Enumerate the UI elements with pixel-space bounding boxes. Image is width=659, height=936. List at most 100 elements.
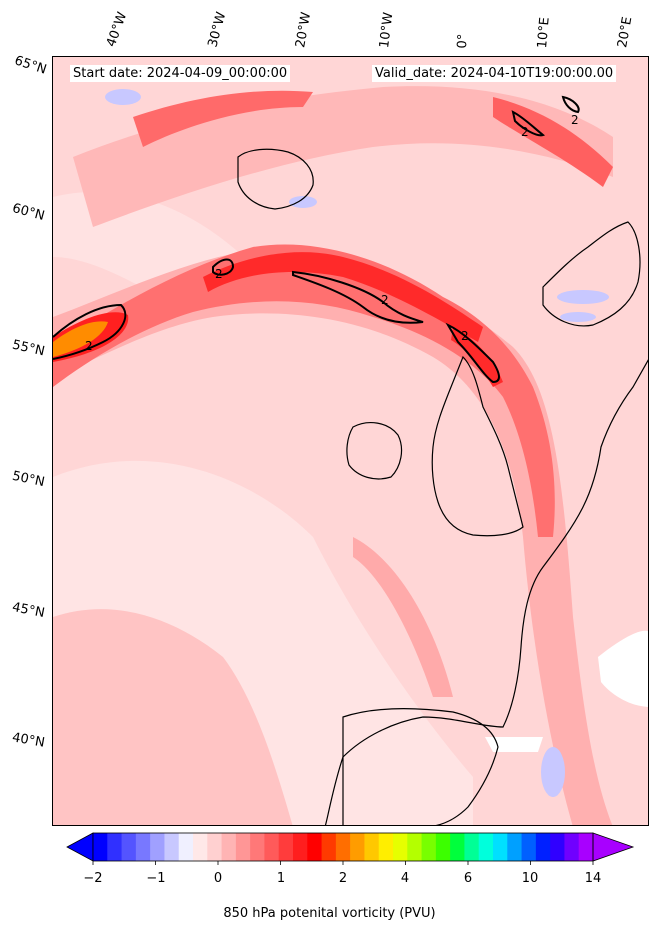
colorbar-extend-high: [592, 832, 635, 862]
colorbar-swatch: [193, 833, 208, 861]
colorbar-swatch: [578, 833, 594, 861]
colorbar-label: 850 hPa potenital vorticity (PVU): [223, 906, 436, 921]
field-peak-band: [203, 252, 483, 342]
pv-2-contours: [53, 95, 580, 384]
field-missing-region: [598, 630, 648, 707]
coastline-scandinavia: [542, 221, 641, 327]
field-negative-patch: [560, 312, 596, 322]
contour-label: 2: [461, 329, 469, 343]
colorbar-tick-label: 1: [276, 871, 286, 886]
pv-contour: [511, 110, 546, 137]
latitude-label: 40°N: [10, 730, 46, 751]
colorbar-swatch: [264, 833, 280, 861]
colorbar-tick-label: 14: [584, 871, 602, 886]
field-strong-band: [53, 244, 555, 537]
start-date-label: Start date: 2024-04-09_00:00:00: [70, 65, 291, 82]
coastline-iceland: [237, 148, 314, 210]
latitude-label: 65°N: [12, 53, 49, 78]
colorbar-swatch: [121, 833, 137, 861]
vorticity-field: [53, 57, 648, 825]
coastline-ireland: [346, 421, 403, 480]
field-negative-patch: [105, 89, 141, 105]
field-negative-patch: [541, 747, 565, 797]
colorbar-tick-label: 0: [213, 871, 223, 886]
coastline-britain: [431, 355, 524, 537]
contour-label: 2: [571, 113, 579, 127]
field-peak-band: [451, 327, 503, 387]
field-extreme-core: [53, 321, 108, 357]
pv-contour: [212, 258, 235, 276]
colorbar-swatch: [421, 833, 437, 861]
coastline-europe: [324, 359, 648, 825]
coastlines: [237, 148, 648, 825]
longitude-label: 40°W: [103, 10, 131, 49]
colorbar-swatch: [464, 833, 480, 861]
colorbar-tick-label: 2: [338, 871, 348, 886]
field-missing-region: [485, 737, 543, 752]
field-medium-band: [53, 247, 613, 825]
longitude-label: 30°W: [205, 10, 230, 49]
colorbar-swatch: [164, 833, 180, 861]
colorbar-swatch: [321, 833, 337, 861]
colorbar-swatch: [550, 833, 565, 861]
pv-contour: [445, 322, 500, 384]
colorbar-swatch: [93, 833, 108, 861]
latitude-label: 50°N: [10, 468, 46, 491]
colorbar-swatch: [378, 833, 394, 861]
contour-label: 2: [381, 293, 389, 307]
colorbar-swatch: [507, 833, 523, 861]
colorbar-swatch: [393, 833, 408, 861]
colorbar-swatch: [435, 833, 451, 861]
colorbar-swatch: [150, 833, 165, 861]
coastline-iberia: [342, 708, 499, 825]
pv-contour: [53, 303, 127, 360]
contour-label: 2: [521, 125, 529, 139]
field-medium-band: [353, 537, 453, 697]
field-medium-band: [53, 609, 293, 825]
colorbar-swatch: [293, 833, 308, 861]
colorbar-swatch: [350, 833, 365, 861]
colorbar-swatch: [407, 833, 423, 861]
longitude-label: 20°W: [293, 11, 315, 50]
contour-label: 2: [85, 339, 93, 353]
colorbar-swatch: [493, 833, 508, 861]
colorbar-swatch: [207, 833, 223, 861]
colorbar-swatch: [478, 833, 494, 861]
colorbar: [66, 832, 635, 865]
colorbar-tick-label: −1: [146, 871, 166, 886]
colorbar-swatch: [135, 833, 151, 861]
valid-date-label: Valid_date: 2024-04-10T19:00:00.00: [372, 65, 617, 82]
colorbar-swatch: [178, 833, 194, 861]
longitude-label: 0°: [455, 33, 471, 49]
colorbar-swatch: [221, 833, 237, 861]
field-negative-patch: [289, 196, 317, 208]
colorbar-swatch: [307, 833, 323, 861]
pv-contour: [292, 270, 424, 324]
colorbar-tick-label: 10: [521, 871, 539, 886]
longitude-label: 20°E: [615, 15, 636, 49]
field-negative-patch: [557, 290, 609, 304]
map-panel: 2 2 2 2 2 2: [52, 56, 649, 826]
colorbar-tick-label: 4: [400, 871, 410, 886]
colorbar-swatch: [450, 833, 465, 861]
colorbar-swatch: [235, 833, 251, 861]
colorbar-swatch: [250, 833, 265, 861]
longitude-label: 10°E: [535, 16, 553, 50]
colorbar-tick-label: 6: [463, 871, 473, 886]
contour-label: 2: [215, 267, 223, 281]
colorbar-swatch: [521, 833, 537, 861]
latitude-label: 55°N: [10, 337, 47, 360]
field-strong-band: [133, 90, 313, 147]
colorbar-swatch: [278, 833, 294, 861]
pv-contour: [561, 95, 580, 114]
colorbar-extend-low: [66, 832, 94, 862]
colorbar-swatch: [564, 833, 580, 861]
colorbar-swatch: [335, 833, 351, 861]
latitude-label: 60°N: [10, 201, 47, 224]
latitude-label: 45°N: [10, 600, 46, 621]
colorbar-tick-label: −2: [83, 871, 103, 886]
colorbar-swatch: [364, 833, 380, 861]
colorbar-swatch: [535, 833, 551, 861]
longitude-label: 10°W: [377, 11, 397, 50]
colorbar-swatch: [107, 833, 123, 861]
